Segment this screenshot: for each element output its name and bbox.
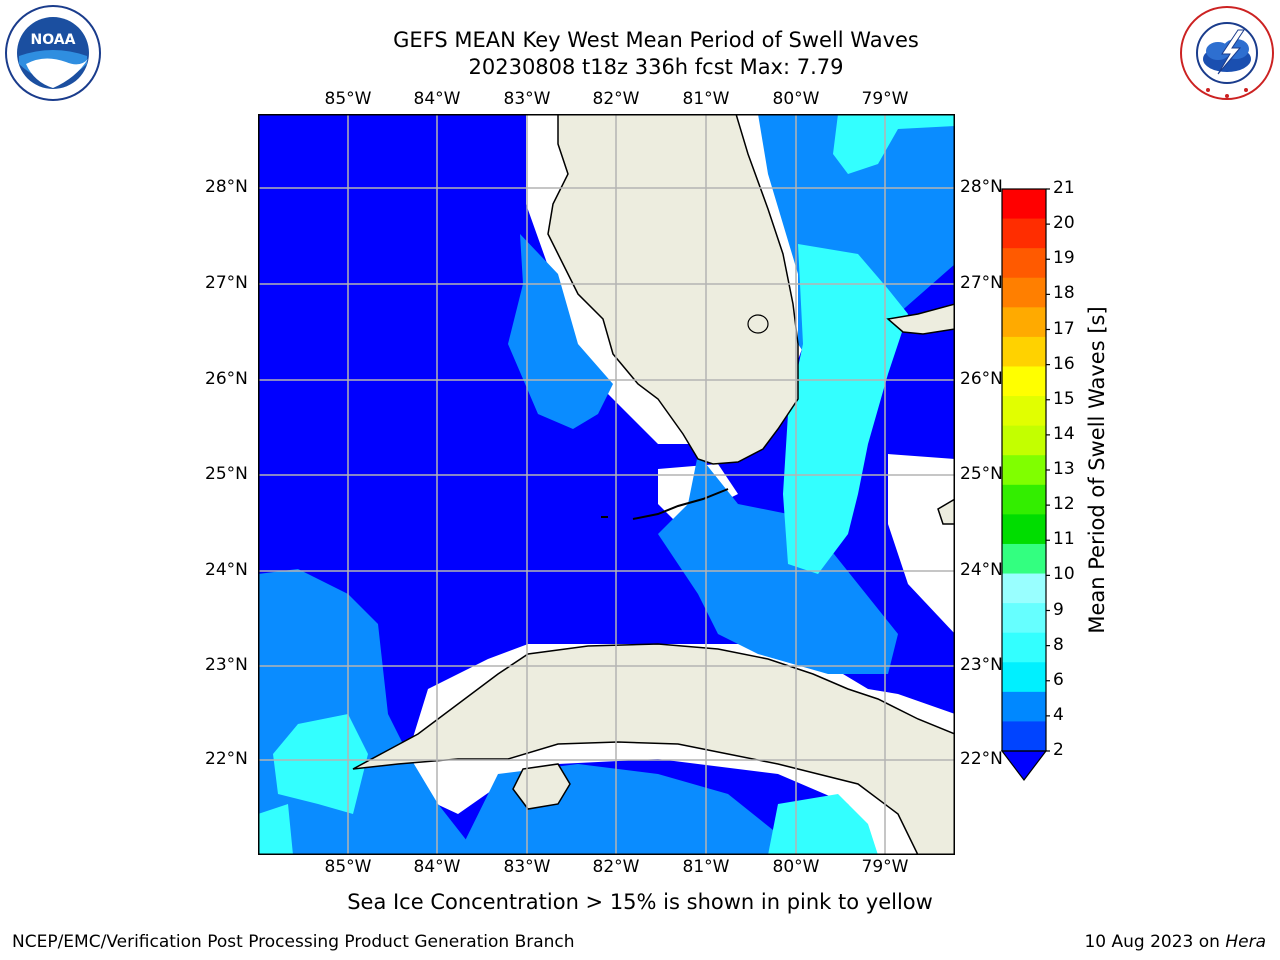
footer-branch: NCEP/EMC/Verification Post Processing Pr… <box>12 932 575 952</box>
colorbar-tick-label: 2 <box>1053 740 1064 760</box>
colorbar-tick-label: 13 <box>1053 459 1075 479</box>
colorbar-swatch <box>1002 603 1046 634</box>
colorbar-tick-label: 17 <box>1053 318 1075 339</box>
lat-label-left: 26°N <box>205 369 248 389</box>
colorbar-swatch <box>1002 396 1046 427</box>
footer-date-text: 10 Aug 2023 on <box>1084 932 1220 952</box>
lon-label-bottom: 79°W <box>861 857 909 877</box>
lat-label-right: 27°N <box>960 273 1003 293</box>
colorbar-tick-label: 8 <box>1053 634 1064 655</box>
no-data-east-bahamas <box>888 454 955 634</box>
swell-cyan-north <box>833 114 955 174</box>
lat-label-right: 24°N <box>960 560 1003 580</box>
lat-label-left: 28°N <box>205 177 248 197</box>
land-florida <box>547 114 799 465</box>
colorbar-tick-label: 21 <box>1053 178 1075 198</box>
lat-label-right: 25°N <box>960 464 1003 484</box>
colorbar-swatch <box>1002 277 1046 308</box>
land-bahamas <box>886 303 955 335</box>
colorbar-swatch <box>1002 455 1046 486</box>
colorbar-swatch <box>1002 248 1046 279</box>
lat-label-left: 27°N <box>205 273 248 293</box>
colorbar-swatch <box>1002 366 1046 397</box>
nws-logo <box>1180 6 1274 100</box>
colorbar-tick-label: 15 <box>1053 388 1075 409</box>
colorbar-tick-label: 11 <box>1053 529 1075 550</box>
chart-title: GEFS MEAN Key West Mean Period of Swell … <box>393 28 919 52</box>
land-cuba <box>352 643 955 855</box>
colorbar-tick-label: 12 <box>1053 494 1075 515</box>
colorbar-tick-label: 19 <box>1053 248 1075 269</box>
chart-subtitle: 20230808 t18z 336h fcst Max: 7.79 <box>468 55 844 79</box>
sea-ice-note: Sea Ice Concentration > 15% is shown in … <box>347 890 933 914</box>
colorbar-swatch <box>1002 307 1046 338</box>
lon-label-top: 81°W <box>682 89 730 109</box>
lat-label-right: 28°N <box>960 177 1003 197</box>
colorbar-swatch <box>1002 632 1046 663</box>
colorbar-tick-label: 4 <box>1053 704 1064 725</box>
lat-label-left: 24°N <box>205 560 248 580</box>
footer-machine: Hera <box>1225 932 1266 952</box>
map-frame <box>258 114 955 855</box>
lon-label-bottom: 82°W <box>592 857 640 877</box>
land-bahamas-2 <box>937 498 955 525</box>
colorbar-swatch <box>1002 662 1046 693</box>
colorbar-tick-label: 16 <box>1053 353 1075 374</box>
lat-label-right: 26°N <box>960 369 1003 389</box>
colorbar-swatch <box>1002 721 1046 752</box>
noaa-logo-text: NOAA <box>31 32 76 48</box>
lon-label-bottom: 84°W <box>413 857 461 877</box>
colorbar-swatch <box>1002 484 1046 515</box>
map-grid <box>258 114 955 855</box>
florida-keys <box>632 488 729 520</box>
colorbar-swatch <box>1002 543 1046 575</box>
colorbar-title: Mean Period of Swell Waves [s] <box>1085 306 1109 634</box>
colorbar-tick-label: 10 <box>1053 564 1075 585</box>
colorbar-swatch <box>1002 573 1046 604</box>
lon-label-top: 85°W <box>324 89 372 109</box>
lat-label-left: 22°N <box>205 749 248 769</box>
lat-label-left: 23°N <box>205 655 248 675</box>
swell-cyan-gulfstream <box>783 244 908 574</box>
lat-label-left: 25°N <box>205 464 248 484</box>
swell-region-straits <box>658 454 898 674</box>
colorbar-swatch <box>1002 691 1046 722</box>
lon-label-top: 83°W <box>503 89 551 109</box>
map-panel <box>258 114 955 855</box>
lon-label-top: 79°W <box>861 89 909 109</box>
swell-cyan-gulf-west <box>273 714 368 814</box>
noaa-logo: NOAA <box>5 5 101 101</box>
lat-label-right: 22°N <box>960 749 1003 769</box>
colorbar-swatch <box>1002 425 1046 456</box>
lake-okeechobee <box>747 314 769 334</box>
lat-label-right: 23°N <box>960 655 1003 675</box>
colorbar-swatch <box>1002 189 1046 220</box>
lon-label-bottom: 81°W <box>682 857 730 877</box>
colorbar-tick-label: 6 <box>1053 669 1064 690</box>
lon-label-bottom: 85°W <box>324 857 372 877</box>
colorbar-tick-label: 18 <box>1053 283 1075 304</box>
colorbar <box>1000 188 1050 781</box>
lon-label-bottom: 80°W <box>772 857 820 877</box>
colorbar-swatch <box>1002 336 1046 367</box>
swell-cyan-sw-corner <box>258 804 293 855</box>
lon-label-top: 84°W <box>413 89 461 109</box>
colorbar-extend-triangle <box>1000 750 1048 781</box>
colorbar-tick-label: 14 <box>1053 423 1075 444</box>
colorbar-tick-label: 20 <box>1053 213 1075 234</box>
lon-label-top: 82°W <box>592 89 640 109</box>
footer-date: 10 Aug 2023 on Hera <box>1084 932 1266 952</box>
lon-label-top: 80°W <box>772 89 820 109</box>
colorbar-tick-label: 9 <box>1053 599 1064 620</box>
colorbar-swatch <box>1002 514 1046 545</box>
colorbar-swatch <box>1002 218 1046 249</box>
lon-label-bottom: 83°W <box>503 857 551 877</box>
